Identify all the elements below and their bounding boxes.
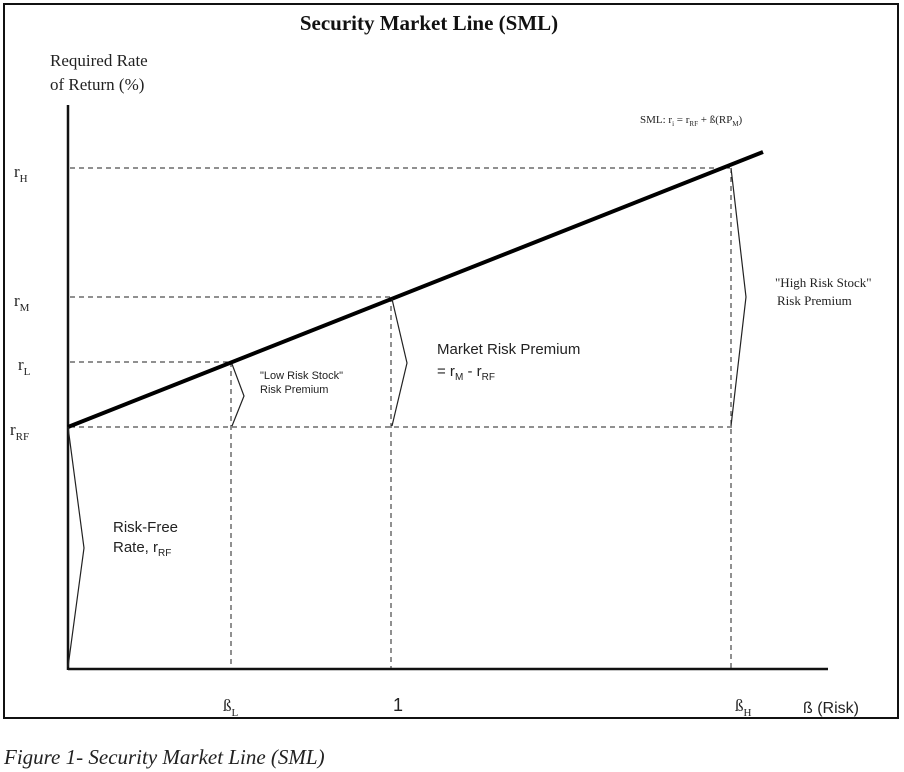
x-tick-beta-l: ßL bbox=[223, 696, 239, 719]
y-axis-label-line2: of Return (%) bbox=[50, 75, 144, 94]
low-risk-brace bbox=[231, 363, 245, 427]
market-risk-brace bbox=[391, 298, 408, 427]
sml-line bbox=[67, 150, 764, 429]
y-tick-rl: rL bbox=[18, 355, 31, 378]
chart-title: Security Market Line (SML) bbox=[300, 11, 558, 35]
market-premium-label-line1: Market Risk Premium bbox=[437, 341, 580, 358]
figure-frame bbox=[3, 3, 899, 719]
y-tick-rrf: rRF bbox=[10, 420, 29, 443]
y-tick-rh: rH bbox=[14, 162, 28, 185]
market-premium-label-line2: = rM - rRF bbox=[437, 363, 495, 383]
sml-formula: SML: ri = rRF + ß(RPM) bbox=[640, 114, 743, 128]
low-risk-label-line2: Risk Premium bbox=[260, 384, 328, 396]
y-tick-rm: rM bbox=[14, 291, 30, 314]
risk-free-brace bbox=[67, 426, 85, 668]
high-risk-label-line2: Risk Premium bbox=[777, 293, 852, 308]
high-risk-brace bbox=[730, 167, 747, 427]
x-axis-label: ß (Risk) bbox=[803, 700, 859, 717]
y-axis-label-line1: Required Rate bbox=[50, 51, 148, 70]
x-tick-one: 1 bbox=[393, 695, 403, 715]
risk-free-label-line1: Risk-Free bbox=[113, 519, 178, 536]
sml-diagram: Security Market Line (SML) Required Rate… bbox=[10, 11, 872, 719]
high-risk-label-line1: "High Risk Stock" bbox=[775, 275, 872, 290]
figure-caption: Figure 1- Security Market Line (SML) bbox=[4, 745, 325, 769]
risk-free-label-line2: Rate, rRF bbox=[113, 539, 171, 559]
low-risk-label-line1: "Low Risk Stock" bbox=[260, 370, 343, 382]
x-tick-beta-h: ßH bbox=[735, 696, 752, 719]
